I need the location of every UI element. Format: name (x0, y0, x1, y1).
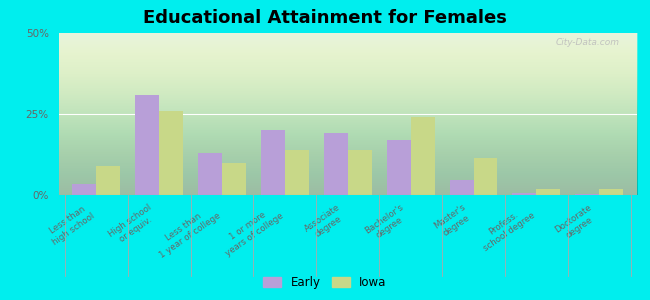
Bar (575, 194, 599, 195)
Bar (72, 184, 96, 195)
Text: Educational Attainment for Females: Educational Attainment for Females (143, 9, 507, 27)
Legend: Early, Iowa: Early, Iowa (259, 272, 391, 294)
Bar (198, 153, 222, 195)
Bar (536, 188, 560, 195)
Bar (96, 166, 120, 195)
Bar (512, 194, 536, 195)
Bar (473, 158, 497, 195)
Bar (159, 111, 183, 195)
Bar (599, 188, 623, 195)
Bar (285, 150, 309, 195)
Bar (450, 180, 473, 195)
Bar (348, 150, 372, 195)
Bar (324, 134, 348, 195)
Bar (222, 163, 246, 195)
Bar (411, 117, 435, 195)
Bar (387, 140, 411, 195)
Bar (261, 130, 285, 195)
Text: City-Data.com: City-Data.com (556, 38, 619, 47)
Bar (135, 94, 159, 195)
